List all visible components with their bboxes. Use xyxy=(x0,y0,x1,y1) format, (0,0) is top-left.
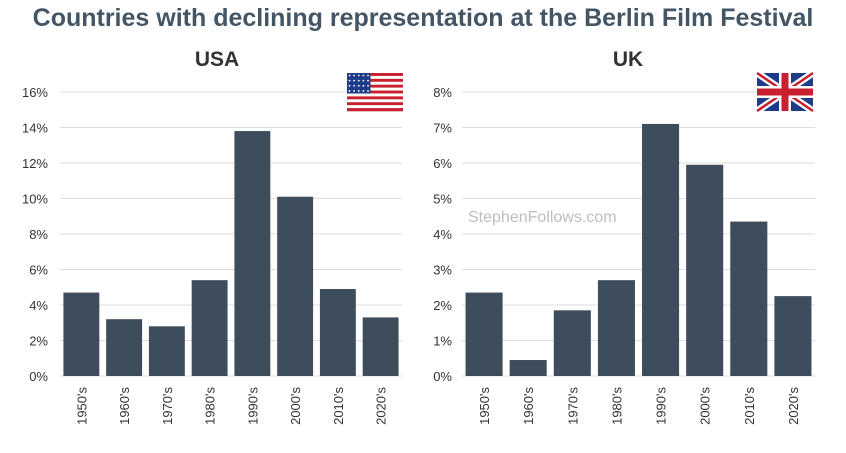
x-tick-label: 1970's xyxy=(160,387,175,425)
x-tick-label: 2000's xyxy=(698,387,713,425)
x-tick-label: 1990's xyxy=(654,387,669,425)
y-tick-label: 10% xyxy=(22,192,48,207)
y-tick-label: 0% xyxy=(433,369,452,384)
bar-1980s xyxy=(191,280,228,376)
y-tick-label: 8% xyxy=(29,227,48,242)
x-tick-label: 1990's xyxy=(245,387,260,425)
bar-2020s xyxy=(362,317,399,376)
bar-1980s xyxy=(597,280,635,376)
chart-title: USA xyxy=(195,48,239,71)
y-tick-label: 4% xyxy=(433,227,452,242)
watermark: StephenFollows.com xyxy=(468,209,617,226)
usa-flag xyxy=(347,73,403,112)
y-tick-label: 16% xyxy=(22,85,48,100)
x-tick-label: 1980's xyxy=(203,387,218,425)
x-tick-label: 1960's xyxy=(521,387,536,425)
x-tick-label: 2010's xyxy=(331,387,346,425)
x-tick-label: 2010's xyxy=(742,387,757,425)
y-tick-label: 2% xyxy=(433,298,452,313)
bar-1960s xyxy=(509,360,547,376)
y-tick-label: 2% xyxy=(29,334,48,349)
y-tick-label: 12% xyxy=(22,156,48,171)
main-title: Countries with declining representation … xyxy=(32,4,814,32)
x-tick-label: 1950's xyxy=(74,387,89,425)
bar-2000s xyxy=(277,196,314,376)
bar-1960s xyxy=(106,319,143,376)
x-tick-label: 2020's xyxy=(786,387,801,425)
x-tick-label: 1960's xyxy=(117,387,132,425)
chart-usa: USA 0% 2% 4% 6% 8% 10% 12% 14% 16% 1950's 1960's 197… xyxy=(22,48,403,425)
y-tick-label: 0% xyxy=(29,369,48,384)
uk-flag xyxy=(755,70,815,114)
y-tick-label: 5% xyxy=(433,192,452,207)
chart-uk: UK 0% 1% 2% 3% 4% 5% 6% 7% 8% 1950's 1960's 1970's 19… xyxy=(433,48,815,425)
bar-1990s xyxy=(234,131,271,376)
chart-title: UK xyxy=(613,48,643,71)
x-tick-label: 2020's xyxy=(374,387,389,425)
bar-2020s xyxy=(774,296,812,376)
bar-1950s xyxy=(63,292,100,376)
bar-1950s xyxy=(465,292,503,376)
bar-1970s xyxy=(148,326,185,376)
y-tick-label: 3% xyxy=(433,263,452,278)
bar-2000s xyxy=(686,164,724,376)
y-tick-label: 1% xyxy=(433,334,452,349)
x-tick-label: 1970's xyxy=(565,387,580,425)
y-tick-label: 14% xyxy=(22,121,48,136)
y-tick-label: 8% xyxy=(433,85,452,100)
bar-2010s xyxy=(730,221,768,376)
y-tick-label: 6% xyxy=(433,156,452,171)
bar-1970s xyxy=(553,310,591,376)
y-tick-label: 6% xyxy=(29,263,48,278)
x-tick-label: 1950's xyxy=(477,387,492,425)
bar-2010s xyxy=(319,289,356,376)
y-tick-label: 7% xyxy=(433,121,452,136)
y-tick-label: 4% xyxy=(29,298,48,313)
x-tick-label: 2000's xyxy=(288,387,303,425)
x-tick-label: 1980's xyxy=(609,387,624,425)
bar-1990s xyxy=(642,123,680,376)
